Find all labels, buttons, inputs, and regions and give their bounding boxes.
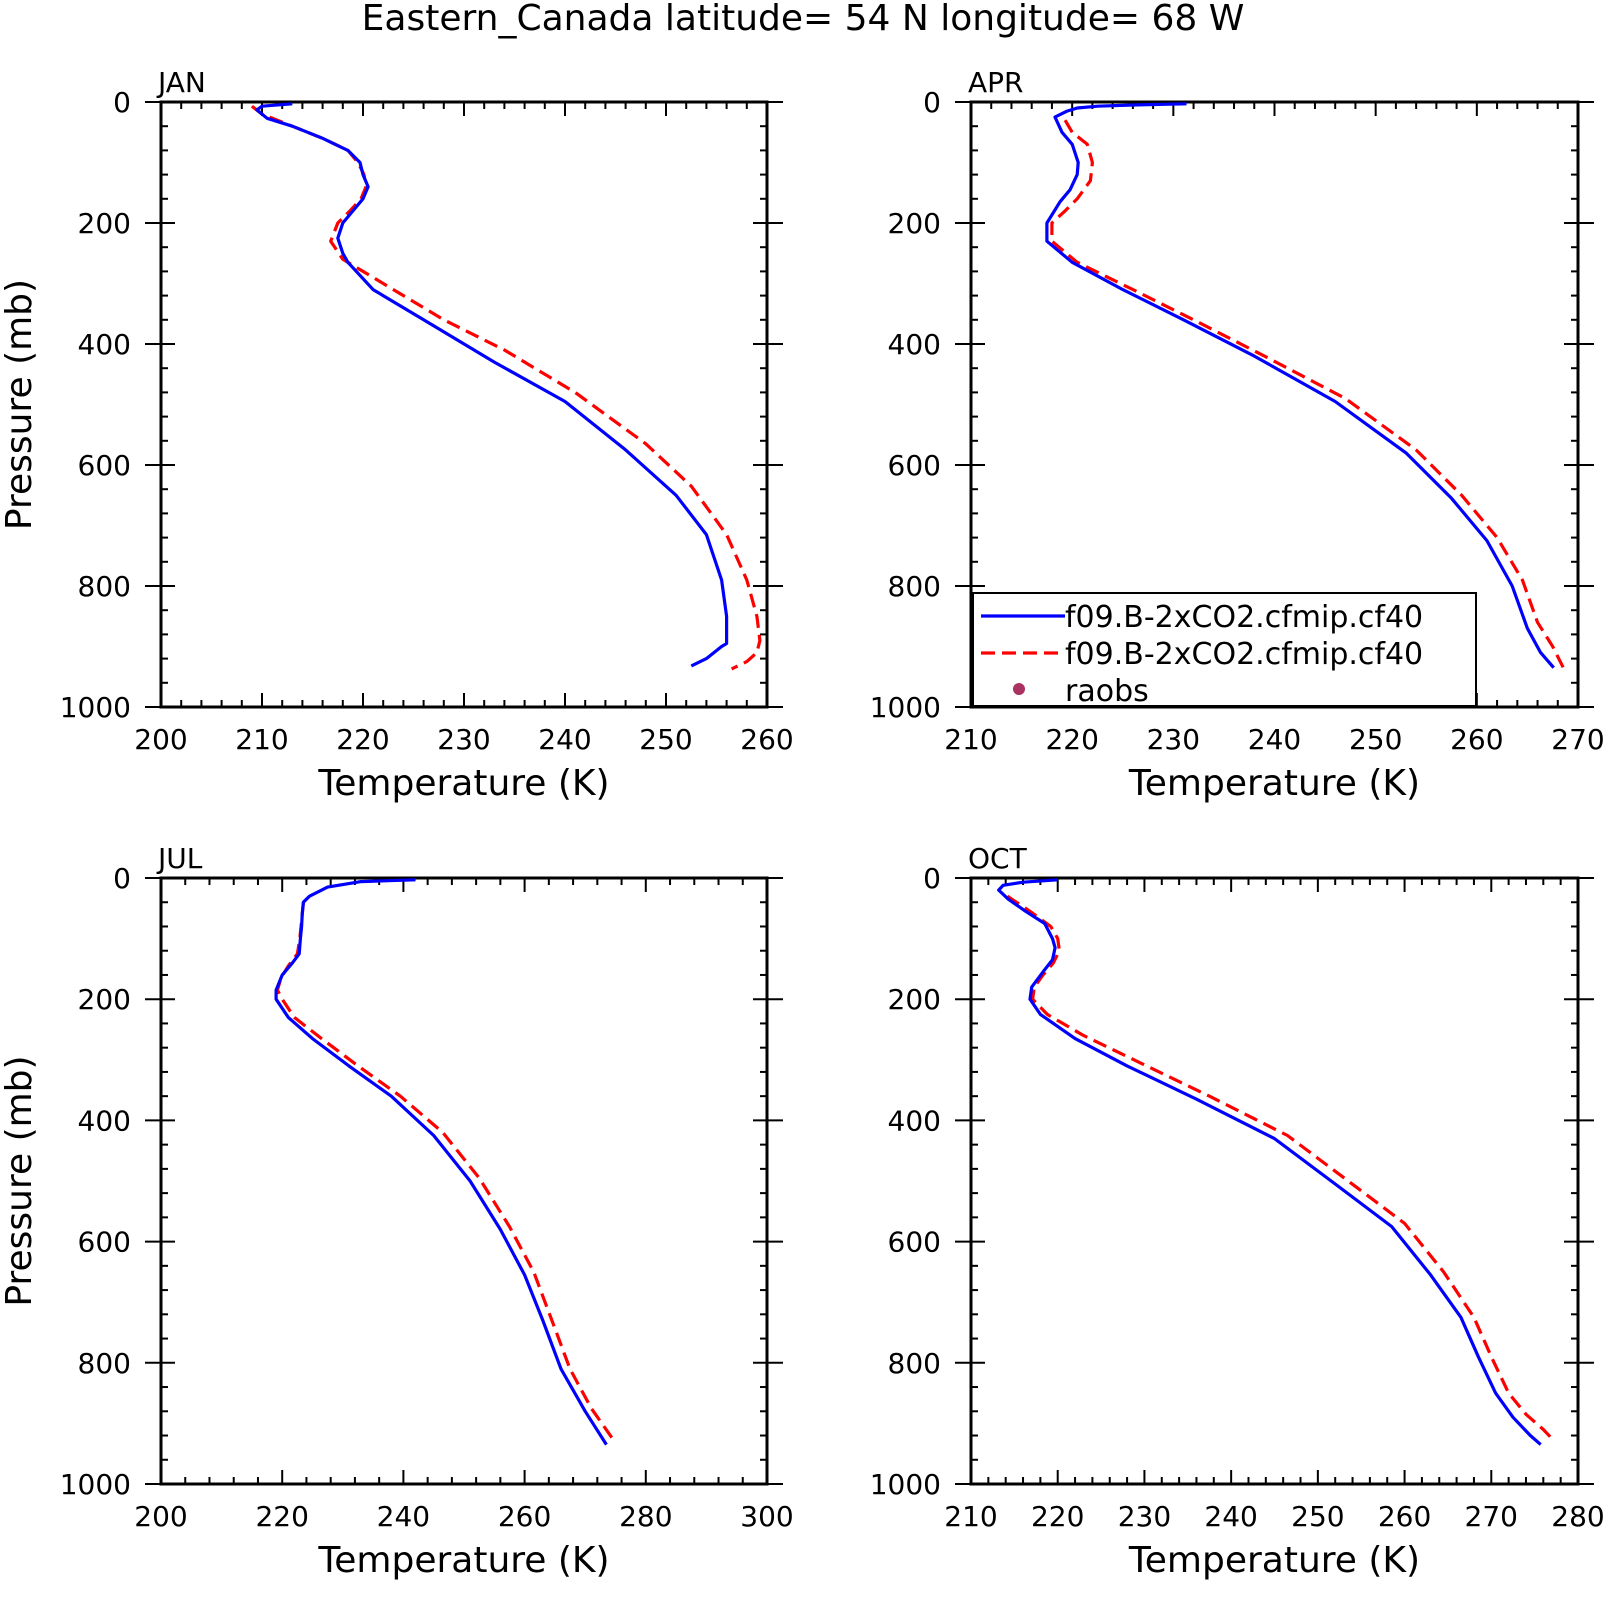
- y-axis-label: Pressure (mb): [0, 279, 40, 530]
- x-tick-label: 220: [1031, 1500, 1084, 1533]
- y-tick-label: 800: [78, 1347, 131, 1380]
- legend-entry-label: f09.B-2xCO2.cfmip.cf40: [1065, 600, 1423, 635]
- x-tick-label: 270: [1465, 1500, 1518, 1533]
- y-tick-label: 0: [923, 862, 941, 895]
- x-tick-label: 220: [336, 723, 389, 756]
- series-line-dashed: [1006, 894, 1555, 1442]
- x-tick-label: 260: [1450, 723, 1503, 756]
- y-tick-label: 800: [888, 570, 941, 603]
- x-tick-label: 250: [1291, 1500, 1344, 1533]
- x-tick-label: 200: [134, 723, 187, 756]
- x-tick-label: 240: [1204, 1500, 1257, 1533]
- x-tick-label: 230: [1147, 723, 1200, 756]
- legend-dot-marker: [1013, 683, 1025, 695]
- x-tick-label: 210: [235, 723, 288, 756]
- y-tick-label: 0: [923, 86, 941, 119]
- panel-jan: JAN 200 210 220 230 240 250 260 0 200 400 600 800 100…: [0, 66, 794, 804]
- figure-title: Eastern_Canada latitude= 54 N longitude=…: [362, 0, 1245, 39]
- y-tick-label: 400: [78, 328, 131, 361]
- legend-box: [972, 592, 1477, 707]
- y-tick-label: 600: [78, 449, 131, 482]
- panel-oct: OCT 210 220 230 240 250 260 270 280 0 200 400 600 800…: [870, 842, 1605, 1581]
- legend: f09.B-2xCO2.cfmip.cf40f09.B-2xCO2.cfmip.…: [972, 592, 1477, 709]
- y-axis-label: Pressure (mb): [0, 1055, 40, 1306]
- y-tick-label: 1000: [870, 1468, 941, 1501]
- x-axis-label: Temperature (K): [1128, 1540, 1420, 1581]
- x-axis-label: Temperature (K): [1128, 763, 1420, 804]
- series-line-solid: [997, 878, 1542, 1446]
- series-line-dashed: [1050, 119, 1567, 672]
- x-tick-label: 230: [1118, 1500, 1171, 1533]
- x-tick-label: 220: [1045, 723, 1098, 756]
- x-tick-label: 240: [377, 1500, 430, 1533]
- y-tick-label: 200: [78, 983, 131, 1016]
- x-tick-label: 260: [498, 1500, 551, 1533]
- x-tick-label: 210: [944, 1500, 997, 1533]
- x-tick-label: 230: [437, 723, 490, 756]
- y-tick-label: 600: [888, 1226, 941, 1259]
- x-tick-label: 210: [944, 723, 997, 756]
- y-tick-label: 1000: [60, 1468, 131, 1501]
- x-tick-label: 220: [255, 1500, 308, 1533]
- x-axis-label: Temperature (K): [317, 763, 609, 804]
- y-tick-label: 400: [888, 328, 941, 361]
- x-tick-label: 260: [740, 723, 793, 756]
- y-tick-label: 600: [888, 449, 941, 482]
- y-tick-label: 0: [113, 862, 131, 895]
- series-line-solid: [255, 102, 729, 668]
- series-line-solid: [1045, 102, 1555, 669]
- y-tick-label: 800: [888, 1347, 941, 1380]
- x-tick-label: 200: [134, 1500, 187, 1533]
- y-tick-label: 200: [78, 207, 131, 240]
- panels: JAN 200 210 220 230 240 250 260 0 200 400 600 800 100…: [0, 66, 1605, 1581]
- plot-frame: [969, 876, 1580, 1486]
- series-line-dashed: [275, 902, 614, 1440]
- panel-label: JUL: [156, 842, 203, 875]
- y-tick-label: 200: [888, 983, 941, 1016]
- series-line-solid: [274, 878, 608, 1446]
- plot-frame: [159, 876, 769, 1486]
- x-axis-label: Temperature (K): [317, 1540, 609, 1581]
- x-tick-label: 300: [740, 1500, 793, 1533]
- y-tick-label: 800: [78, 570, 131, 603]
- y-tick-label: 600: [78, 1226, 131, 1259]
- panel-label: OCT: [968, 842, 1028, 875]
- x-tick-label: 260: [1378, 1500, 1431, 1533]
- x-tick-label: 240: [538, 723, 591, 756]
- x-tick-label: 280: [619, 1500, 672, 1533]
- series-line-dashed: [250, 104, 762, 671]
- x-tick-label: 270: [1551, 723, 1604, 756]
- plot-frame: [159, 100, 769, 709]
- y-tick-label: 400: [78, 1104, 131, 1137]
- panel-jul: JUL 200 220 240 260 280 300 0 200 400 600 800 1000 Te…: [0, 842, 794, 1581]
- x-tick-label: 240: [1248, 723, 1301, 756]
- x-tick-label: 250: [639, 723, 692, 756]
- legend-entry-label: f09.B-2xCO2.cfmip.cf40: [1065, 637, 1423, 672]
- y-tick-label: 0: [113, 86, 131, 119]
- y-tick-label: 1000: [60, 691, 131, 724]
- y-tick-label: 400: [888, 1104, 941, 1137]
- y-tick-label: 1000: [870, 691, 941, 724]
- y-tick-label: 200: [888, 207, 941, 240]
- x-tick-label: 250: [1349, 723, 1402, 756]
- legend-entry-label: raobs: [1065, 674, 1149, 709]
- panel-label: JAN: [156, 66, 206, 99]
- x-tick-label: 280: [1551, 1500, 1604, 1533]
- panel-label: APR: [968, 66, 1024, 99]
